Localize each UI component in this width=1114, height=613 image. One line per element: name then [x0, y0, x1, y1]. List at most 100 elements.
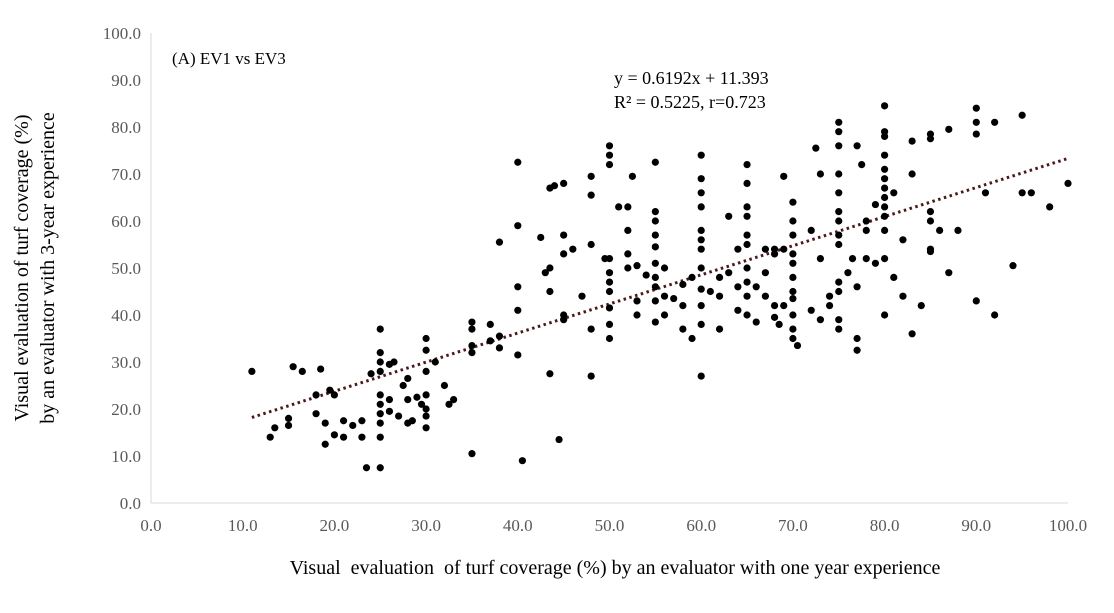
y-axis-title-line-1: Visual evaluation of turf coverage (%) [11, 114, 33, 421]
data-point [972, 297, 980, 305]
data-point [468, 318, 476, 326]
data-point [752, 283, 760, 291]
data-point [266, 433, 274, 441]
axes [150, 33, 1068, 504]
data-point [468, 341, 476, 350]
data-point [394, 412, 403, 420]
data-point [789, 273, 797, 281]
data-point [560, 316, 568, 324]
data-point [743, 179, 751, 187]
data-point [743, 278, 751, 286]
data-point [284, 421, 293, 430]
x-tick-label: 0.0 [140, 516, 161, 535]
data-point [926, 247, 935, 256]
data-point [495, 344, 504, 352]
data-point [825, 292, 834, 300]
data-point [468, 349, 476, 357]
data-point [881, 311, 889, 319]
data-point [789, 198, 797, 206]
data-point [605, 161, 614, 169]
data-point [605, 255, 614, 263]
data-point [793, 341, 802, 350]
x-tick-label: 80.0 [870, 516, 900, 535]
data-point [789, 250, 797, 258]
data-point [385, 396, 394, 404]
data-point [624, 250, 632, 258]
data-point [844, 269, 852, 277]
data-point [605, 304, 614, 312]
data-point [560, 179, 568, 187]
data-point [605, 334, 614, 343]
data-point [422, 367, 430, 375]
data-point [789, 311, 797, 319]
data-point [908, 137, 916, 145]
data-point [660, 264, 669, 272]
data-point [890, 189, 898, 197]
data-point [780, 302, 788, 310]
data-point [358, 417, 366, 425]
data-point [578, 292, 586, 300]
y-tick-label: 0.0 [120, 494, 141, 513]
data-point [321, 419, 329, 427]
data-point [697, 285, 705, 293]
data-point [560, 250, 568, 258]
data-point [633, 262, 641, 270]
data-point [317, 365, 325, 373]
data-point [376, 391, 384, 399]
data-point [651, 158, 659, 166]
x-tick-label: 90.0 [961, 516, 991, 535]
data-point [440, 381, 449, 390]
data-point [789, 325, 797, 333]
data-point [697, 226, 705, 234]
data-point [835, 118, 843, 126]
data-point [917, 302, 925, 310]
data-point [642, 271, 650, 279]
data-point [881, 203, 889, 211]
data-point [560, 231, 568, 239]
data-point [835, 325, 843, 333]
data-point [624, 264, 632, 272]
data-point [890, 273, 898, 281]
data-point [587, 172, 595, 180]
data-point [651, 217, 659, 225]
data-point [514, 283, 522, 291]
data-point [743, 311, 751, 319]
data-point [835, 189, 843, 197]
data-point [376, 358, 384, 366]
data-point [752, 318, 760, 326]
data-point [835, 278, 843, 286]
data-point [926, 208, 935, 216]
y-tick-label: 10.0 [111, 447, 141, 466]
data-point [697, 245, 705, 253]
data-point [881, 184, 889, 192]
data-point [514, 222, 522, 230]
data-point [624, 203, 632, 211]
data-point [881, 165, 889, 173]
data-point [812, 144, 820, 152]
data-point [734, 306, 742, 314]
y-tick-label: 50.0 [111, 259, 141, 278]
data-point [972, 118, 980, 126]
data-point [697, 151, 705, 159]
data-point [835, 231, 843, 239]
data-point [376, 433, 384, 441]
data-point [615, 203, 623, 211]
data-point [358, 433, 366, 441]
data-point [926, 217, 935, 225]
data-point [651, 283, 659, 291]
data-point [853, 346, 861, 354]
data-point [945, 269, 953, 277]
data-point [825, 302, 834, 310]
data-point [991, 311, 999, 319]
data-point [518, 457, 526, 465]
data-point [289, 363, 297, 371]
data-point [321, 440, 329, 448]
data-point [399, 381, 407, 390]
data-point [651, 273, 659, 281]
y-tick-label: 90.0 [111, 71, 141, 90]
data-point [312, 410, 320, 418]
data-point [422, 412, 430, 420]
data-point [605, 320, 614, 328]
data-point [835, 170, 843, 178]
